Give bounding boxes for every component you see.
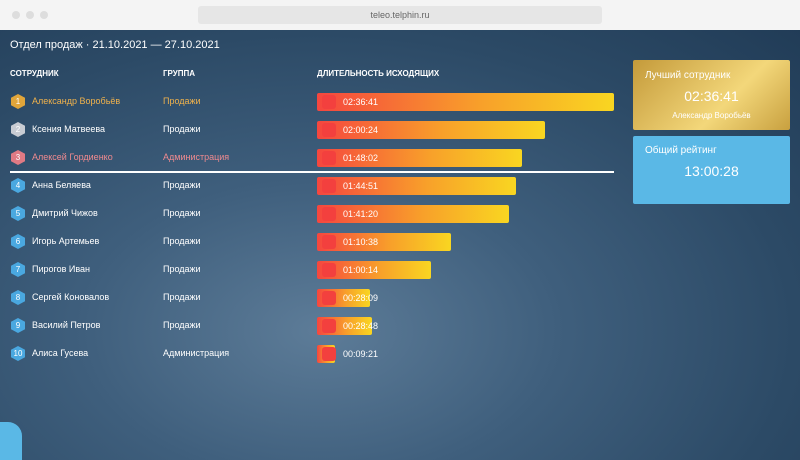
rank-badge: 7 <box>11 262 25 277</box>
employee-name: Алексей Гордиенко <box>32 152 113 162</box>
phone-icon <box>322 347 336 361</box>
duration-text: 01:00:14 <box>343 265 379 275</box>
card-value: 02:36:41 <box>684 88 739 104</box>
rank-badge: 2 <box>11 122 25 137</box>
duration-bar <box>317 205 510 223</box>
card-value: 13:00:28 <box>684 163 739 179</box>
duration-bar <box>317 93 614 111</box>
rank-badge: 8 <box>11 290 25 305</box>
rank-badge: 4 <box>11 178 25 193</box>
group-name: Администрация <box>163 348 230 358</box>
group-name: Продажи <box>163 292 201 302</box>
window-dot[interactable] <box>12 11 20 19</box>
total-card: Общий рейтинг 13:00:28 <box>633 136 790 204</box>
employee-name: Ксения Матвеева <box>32 124 106 134</box>
best-card: Лучший сотрудник 02:36:41 Александр Воро… <box>633 60 790 130</box>
phone-icon <box>322 235 336 249</box>
employee-name: Василий Петров <box>32 320 101 330</box>
rank-badge: 5 <box>11 206 25 221</box>
phone-icon <box>322 151 336 165</box>
page-title: Отдел продаж · 21.10.2021 — 27.10.2021 <box>10 39 220 51</box>
dashboard: Отдел продаж · 21.10.2021 — 27.10.2021 С… <box>0 30 800 460</box>
phone-icon <box>322 263 336 277</box>
duration-text: 02:00:24 <box>343 125 379 135</box>
column-header: ДЛИТЕЛЬНОСТЬ ИСХОДЯЩИХ <box>317 69 440 78</box>
employee-name: Сергей Коновалов <box>32 292 110 302</box>
card-title: Общий рейтинг <box>645 145 717 156</box>
group-name: Продажи <box>163 208 201 218</box>
column-header: СОТРУДНИК <box>10 69 59 78</box>
duration-text: 01:44:51 <box>343 181 379 191</box>
chat-tab[interactable] <box>0 422 22 460</box>
group-name: Продажи <box>163 180 201 190</box>
phone-icon <box>322 291 336 305</box>
duration-text: 01:48:02 <box>343 153 379 163</box>
card-title: Лучший сотрудник <box>645 70 731 81</box>
group-name: Продажи <box>163 236 201 246</box>
duration-bar <box>317 261 432 279</box>
duration-text: 01:41:20 <box>343 209 379 219</box>
phone-icon <box>322 123 336 137</box>
rank-badge: 9 <box>11 318 25 333</box>
duration-bar <box>317 177 516 195</box>
group-name: Продажи <box>163 124 201 134</box>
employee-name: Алиса Гусева <box>32 348 89 358</box>
duration-bar <box>317 149 522 167</box>
window-dot[interactable] <box>26 11 34 19</box>
phone-icon <box>322 179 336 193</box>
employee-name: Дмитрий Чижов <box>32 208 98 218</box>
window-dot[interactable] <box>40 11 48 19</box>
rank-badge: 6 <box>11 234 25 249</box>
employee-name: Анна Беляева <box>32 180 91 190</box>
rank-badge: 3 <box>11 150 25 165</box>
duration-bar <box>317 233 451 251</box>
address-bar[interactable]: teleo.telphin.ru <box>198 6 602 24</box>
phone-icon <box>322 95 336 109</box>
group-name: Администрация <box>163 152 230 162</box>
card-name: Александр Воробьёв <box>672 111 751 120</box>
duration-text: 00:09:21 <box>343 349 379 359</box>
rank-badge: 10 <box>11 346 25 361</box>
employee-name: Игорь Артемьев <box>32 236 100 246</box>
group-name: Продажи <box>163 320 201 330</box>
duration-text: 01:10:38 <box>343 237 379 247</box>
duration-bar <box>317 121 546 139</box>
separator <box>10 171 614 173</box>
phone-icon <box>322 319 336 333</box>
group-name: Продажи <box>163 96 201 106</box>
employee-name: Пирогов Иван <box>32 264 91 274</box>
group-name: Продажи <box>163 264 201 274</box>
column-header: ГРУППА <box>163 69 196 78</box>
duration-text: 00:28:48 <box>343 321 379 331</box>
phone-icon <box>322 207 336 221</box>
rank-badge: 1 <box>11 94 25 109</box>
employee-name: Александр Воробьёв <box>32 96 121 106</box>
duration-text: 02:36:41 <box>343 97 379 107</box>
duration-text: 00:28:09 <box>343 293 379 303</box>
